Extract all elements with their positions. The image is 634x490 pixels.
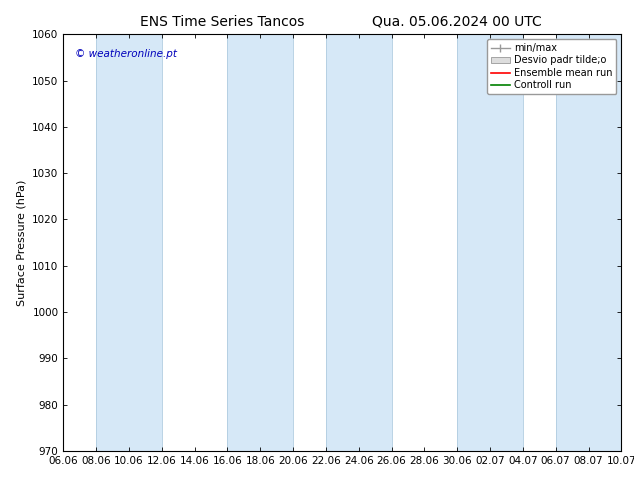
Y-axis label: Surface Pressure (hPa): Surface Pressure (hPa) [16, 179, 27, 306]
Text: ENS Time Series Tancos: ENS Time Series Tancos [139, 15, 304, 29]
Bar [457, 34, 523, 451]
Bar [326, 34, 392, 451]
Text: © weatheronline.pt: © weatheronline.pt [75, 49, 176, 59]
Bar [228, 34, 293, 451]
Bar [555, 34, 621, 451]
Text: Qua. 05.06.2024 00 UTC: Qua. 05.06.2024 00 UTC [372, 15, 541, 29]
Legend: min/max, Desvio padr tilde;o, Ensemble mean run, Controll run: min/max, Desvio padr tilde;o, Ensemble m… [487, 39, 616, 94]
Bar [96, 34, 162, 451]
